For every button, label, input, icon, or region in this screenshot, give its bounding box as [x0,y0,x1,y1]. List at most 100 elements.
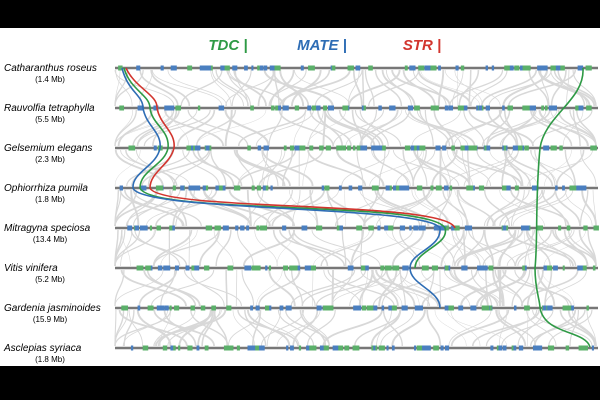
ribbon [534,149,556,187]
gene [481,305,488,311]
ribbon [434,309,467,347]
genome-size: (5.5 Mb) [35,115,65,124]
ribbon [195,109,237,147]
ribbon [416,149,428,187]
gene [190,305,195,311]
gene [442,145,447,151]
ribbon [480,69,538,107]
gene [522,105,529,111]
gene [247,345,255,351]
gene [404,145,411,151]
gene [449,185,453,191]
ribbon [115,69,133,107]
gene [222,225,229,231]
ribbon [313,229,370,267]
ribbon [453,109,501,147]
ribbon [114,229,157,267]
gene [328,305,334,311]
gene [537,65,544,71]
gene [511,345,515,351]
gene [285,305,292,311]
ribbon [440,229,465,267]
gene [550,145,555,151]
gene [431,65,434,71]
gene [522,265,526,271]
gene [577,185,582,191]
gene [309,345,313,351]
gene [562,185,565,191]
ribbon [452,229,467,267]
ribbon [572,109,581,147]
gene [225,65,230,71]
gene [136,265,144,271]
gene [226,305,232,311]
ribbon [237,149,268,187]
ribbon [419,109,451,147]
gene [205,225,213,231]
ribbon [258,149,324,187]
gene [283,265,289,271]
gene [293,265,299,271]
ribbon [427,269,435,307]
ribbon [532,109,597,147]
ribbon [381,269,409,307]
ribbon [301,309,330,347]
gene [514,185,519,191]
gene [502,105,505,111]
ribbon [510,189,570,227]
ribbon [114,269,125,307]
gene [396,185,400,191]
ribbon [413,149,471,187]
gene [373,185,379,191]
gene [251,65,254,71]
ribbon [114,69,175,107]
ribbon [458,69,480,107]
ribbon [114,269,164,307]
ribbon [444,69,501,107]
ribbon [530,109,573,147]
ribbon [332,109,385,147]
gene [342,105,349,111]
ribbon [412,149,428,187]
gene [447,305,454,311]
gene [399,225,406,231]
gene [477,265,483,271]
gene [501,185,507,191]
ribbon [533,309,577,347]
ribbon [494,269,523,307]
ribbon [211,69,244,107]
gene [460,65,465,71]
genome-name: Vitis vinifera [4,263,58,274]
gene [509,65,514,71]
gene [223,345,230,351]
ribbon [261,149,279,187]
ribbon [392,149,460,187]
ribbon [284,309,330,347]
tracks [115,65,599,351]
gene [491,65,495,71]
ribbon [532,309,593,347]
ribbon [117,109,153,147]
gene [514,65,520,71]
gene [200,305,205,311]
ribbon [283,269,316,307]
ribbon [114,149,141,187]
gene [488,265,494,271]
gene [145,265,151,271]
ribbon [227,309,261,347]
gene [562,265,565,271]
gene [269,65,275,71]
ribbon [442,189,469,227]
ribbon [550,69,588,107]
gene [316,305,322,311]
ribbon [114,109,138,147]
ribbon [463,149,519,187]
gene [478,185,485,191]
gene [381,305,385,311]
ribbon [120,229,133,267]
genome-name: Gelsemium elegans [4,143,92,154]
ribbon [359,109,389,147]
ribbon [167,69,227,107]
ribbon [341,229,347,267]
gene [361,105,366,111]
